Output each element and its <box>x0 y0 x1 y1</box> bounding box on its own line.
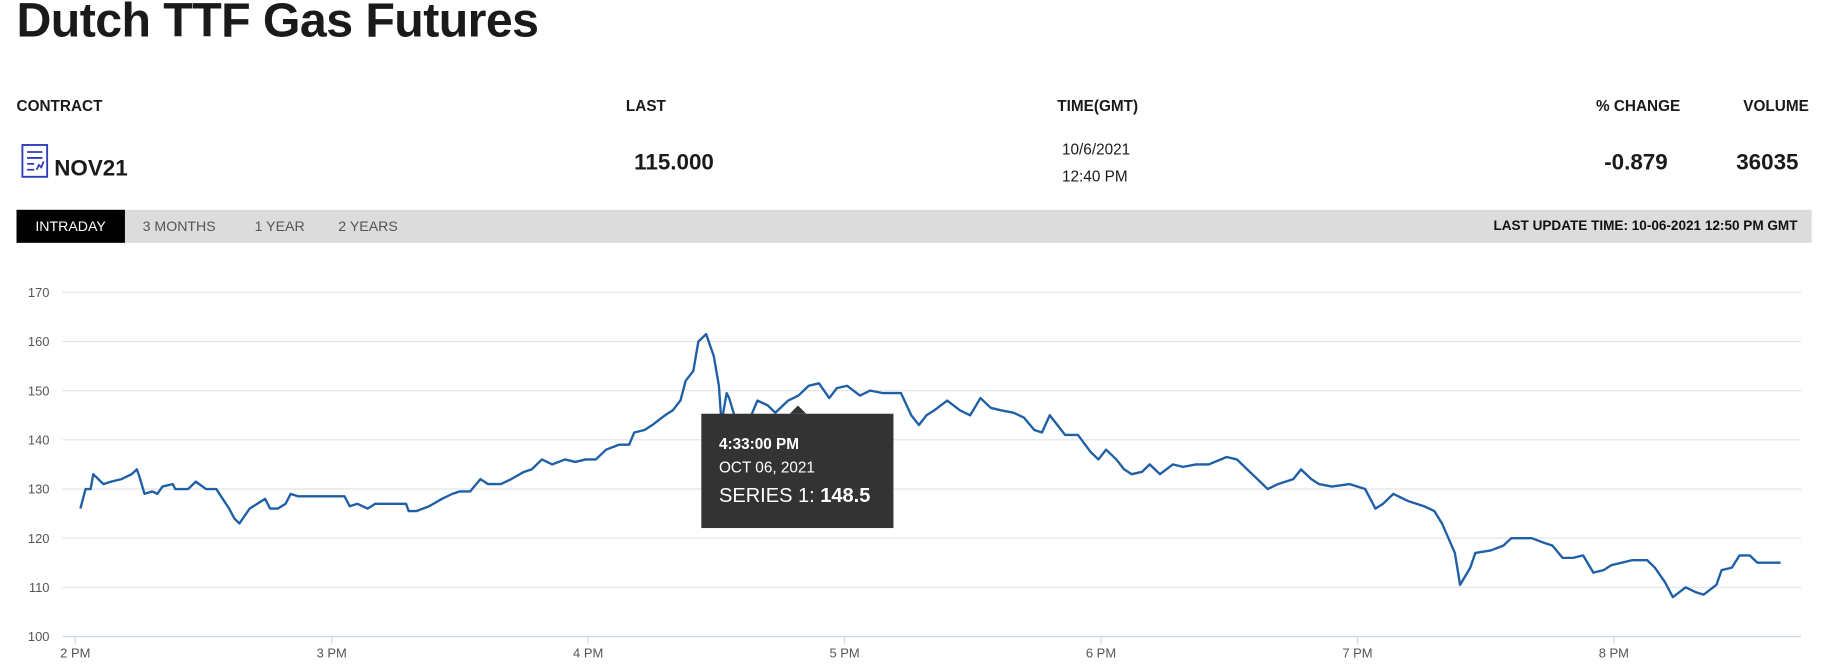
time: 12:40 PM <box>1062 167 1128 186</box>
col-header: TIME(GMT) <box>1057 96 1139 115</box>
x-tick-label: 3 PM <box>317 646 347 661</box>
tooltip-time: 4:33:00 PM <box>719 436 799 453</box>
change: -0.879 <box>1604 150 1668 176</box>
tab[interactable]: 3 MONTHS <box>142 218 216 235</box>
y-tick-label: 160 <box>28 334 50 349</box>
page-title: Dutch TTF Gas Futures <box>16 0 540 48</box>
x-tick-label: 6 PM <box>1086 646 1116 661</box>
y-tick-label: 100 <box>28 629 50 644</box>
tooltip-box <box>701 413 894 529</box>
tab[interactable]: INTRADAY <box>16 209 125 243</box>
y-tick-label: 150 <box>28 383 50 398</box>
tooltip-value: 148.5 <box>820 485 870 507</box>
tooltip-series: SERIES 1: 148.5 <box>719 485 870 507</box>
volume: 36035 <box>1736 150 1799 176</box>
x-tick-label: 5 PM <box>829 646 859 661</box>
tooltip-arrow <box>789 405 807 414</box>
col-header: CONTRACT <box>16 96 103 115</box>
col-header: VOLUME <box>1743 96 1809 115</box>
contract: NOV21 <box>54 156 128 182</box>
col-header: LAST <box>625 96 666 115</box>
x-tick-label: 7 PM <box>1342 646 1372 661</box>
y-tick-label: 110 <box>29 580 50 595</box>
series-line <box>79 332 1781 599</box>
y-tick-label: 140 <box>28 433 50 448</box>
x-tick-label: 8 PM <box>1599 646 1629 661</box>
tooltip: 4:33:00 PM OCT 06, 2021 SERIES 1: 148.5 <box>701 405 894 529</box>
tooltip-date: OCT 06, 2021 <box>719 460 815 477</box>
last: 115.000 <box>634 150 714 176</box>
date: 10/6/2021 <box>1062 140 1131 158</box>
tab[interactable]: 2 YEARS <box>338 218 398 235</box>
y-tick-label: 120 <box>28 531 50 546</box>
x-tick-label: 2 PM <box>60 646 90 661</box>
tab-bar: INTRADAY 3 MONTHS 1 YEAR 2 YEARS LAST UP… <box>16 209 1812 243</box>
col-header: % CHANGE <box>1595 96 1681 115</box>
y-tick-label: 130 <box>28 482 50 497</box>
y-tick-label: 170 <box>28 285 50 300</box>
contract-icon <box>21 144 49 178</box>
last-update: LAST UPDATE TIME: 10-06-2021 12:50 PM GM… <box>1493 219 1798 234</box>
x-tick-label: 4 PM <box>573 646 603 661</box>
tab[interactable]: 1 YEAR <box>254 218 305 235</box>
tooltip-series-label: SERIES 1: <box>719 485 820 507</box>
